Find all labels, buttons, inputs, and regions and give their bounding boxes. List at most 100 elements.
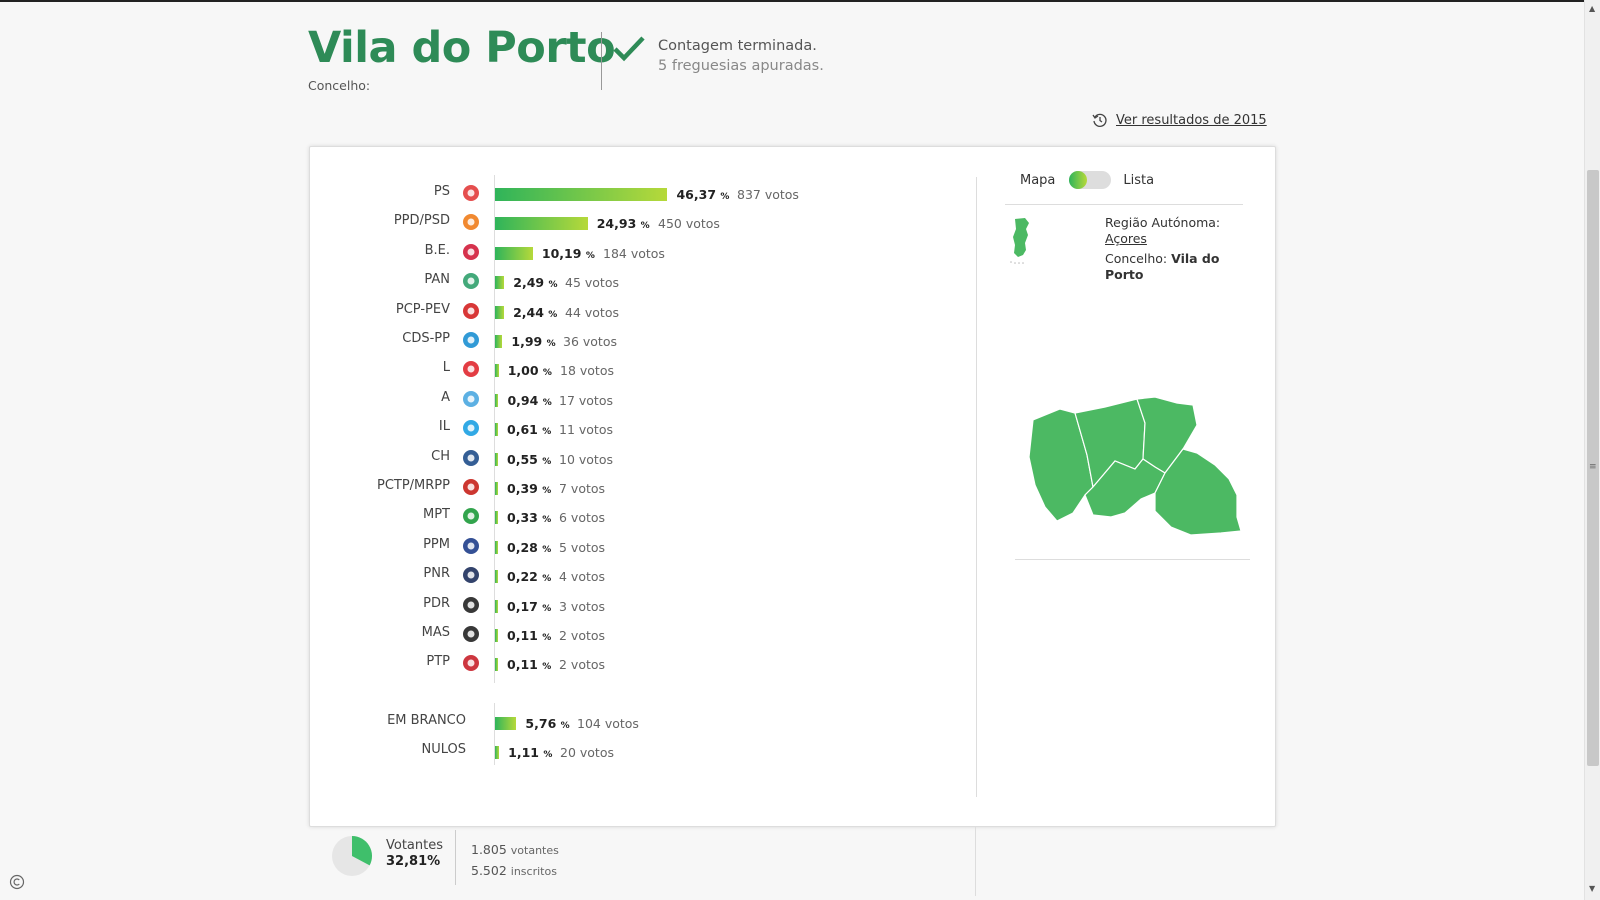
ppm-logo <box>463 537 479 554</box>
toggle-knob[interactable] <box>1069 171 1088 189</box>
scrollbar-thumb[interactable] <box>1587 170 1599 766</box>
vote-bar <box>495 305 505 319</box>
map-divider <box>1015 559 1250 560</box>
vote-bar <box>495 276 505 290</box>
history-results-link[interactable]: Ver resultados de 2015 <box>1092 112 1267 128</box>
top-border <box>0 0 1600 2</box>
party-name: PDR <box>423 595 450 611</box>
vote-bar <box>495 335 503 348</box>
vote-count: 7 votos <box>559 481 606 496</box>
party-name: CH <box>431 448 450 464</box>
party-name: NULOS <box>421 742 466 758</box>
page-scrollbar[interactable]: ▲ ≡ ▼ <box>1584 0 1600 900</box>
vote-count: 45 votos <box>565 275 619 291</box>
turnout-label: Votantes <box>386 838 444 853</box>
region-info: Região Autónoma: Açores Concelho: Vila d… <box>1105 215 1245 283</box>
party-name: IL <box>438 419 450 435</box>
vote-count: 20 votos <box>560 745 614 761</box>
vote-bar <box>495 746 500 760</box>
il-logo <box>463 420 479 437</box>
region-link[interactable]: Açores <box>1105 231 1147 246</box>
vote-bar <box>495 540 498 554</box>
ps-logo <box>463 185 479 201</box>
vote-percentage: 0,28 % <box>507 539 552 555</box>
result-row: PS 46,37 % 837 votos <box>310 181 1010 205</box>
party-name: CDS-PP <box>402 331 450 346</box>
results-card: PS 46,37 % 837 votos PPD/PSD 24,93 % 450 voto… <box>309 146 1276 827</box>
vote-percentage: 0,61 % <box>507 422 552 438</box>
scroll-up-arrow-icon[interactable]: ▲ <box>1589 4 1596 13</box>
result-row: B.E. 10,19 % 184 votos <box>310 240 1010 264</box>
pdr-logo <box>463 596 479 613</box>
vote-bar <box>495 629 498 642</box>
vote-percentage: 0,22 % <box>507 569 552 585</box>
page-header: Vila do Porto Concelho: <box>308 20 616 93</box>
result-row: PNR 0,22 % 4 votos <box>310 563 1010 587</box>
party-name: PTP <box>426 654 450 670</box>
status-line-2: 5 freguesias apuradas. <box>658 58 824 74</box>
view-toggle: Mapa Lista <box>1020 171 1154 189</box>
vote-count: 17 votos <box>559 392 613 408</box>
history-link-label[interactable]: Ver resultados de 2015 <box>1116 112 1267 128</box>
result-row: A 0,94 % 17 votos <box>310 387 1010 411</box>
turnout-value: 32,81% <box>386 854 441 869</box>
psd-logo <box>463 214 479 231</box>
footer-panel-divider <box>975 826 976 896</box>
result-row: MAS 0,11 % 2 votos <box>310 622 1010 646</box>
pan-logo <box>463 273 479 290</box>
vote-percentage: 1,11 % <box>508 745 553 761</box>
vote-bar <box>495 599 498 613</box>
scroll-down-arrow-icon[interactable]: ▼ <box>1589 884 1596 893</box>
toggle-label-map[interactable]: Mapa <box>1020 172 1056 188</box>
vote-bar <box>495 188 668 201</box>
vote-percentage: 0,11 % <box>507 657 552 673</box>
cds-logo <box>463 332 479 348</box>
toggle-label-list[interactable]: Lista <box>1123 172 1155 188</box>
voter-counts: 1.805 votantes 5.502 inscritos <box>471 840 559 882</box>
municipality-map[interactable] <box>1015 395 1255 545</box>
party-name: L <box>442 360 450 376</box>
voters-line: 1.805 votantes <box>471 840 559 861</box>
party-name: MPT <box>423 507 450 523</box>
result-row: IL 0,61 % 11 votos <box>310 416 1010 440</box>
vote-percentage: 5,76 % <box>525 716 570 731</box>
map-header-divider <box>1005 204 1243 205</box>
portugal-mini-map-icon[interactable] <box>1007 217 1035 265</box>
vote-count: 450 votos <box>658 216 720 232</box>
vote-count: 2 votos <box>559 657 606 673</box>
vote-percentage: 0,94 % <box>507 392 552 408</box>
party-name: MAS <box>421 625 450 640</box>
party-name: PS <box>433 184 450 199</box>
livre-logo <box>463 361 479 378</box>
be-logo <box>463 243 479 260</box>
view-toggle-switch[interactable] <box>1069 171 1112 189</box>
vote-count: 104 votos <box>577 716 639 731</box>
vote-percentage: 2,49 % <box>513 275 558 291</box>
vote-count: 3 votos <box>559 598 606 614</box>
vote-percentage: 1,99 % <box>511 334 556 349</box>
footer-divider <box>455 830 456 885</box>
vote-bar <box>495 393 499 407</box>
vote-percentage: 24,93 % <box>596 216 650 232</box>
page-title: Vila do Porto <box>308 23 616 73</box>
municipality-label: Concelho: <box>1105 251 1168 266</box>
result-row: PPD/PSD 24,93 % 450 votos <box>310 210 1010 234</box>
vote-bar <box>495 423 498 437</box>
bar-axis-others <box>494 703 495 765</box>
result-row: PAN 2,49 % 45 votos <box>310 269 1010 293</box>
history-icon <box>1092 113 1107 127</box>
turnout-slice <box>352 836 373 866</box>
result-row: PPM 0,28 % 5 votos <box>310 534 1010 558</box>
page-subtitle: Concelho: <box>308 78 371 93</box>
vote-bar <box>495 217 588 231</box>
party-name: PCP-PEV <box>395 301 450 317</box>
alianca-logo <box>463 390 479 407</box>
registered-label: inscritos <box>510 865 557 878</box>
panel-divider <box>976 177 977 797</box>
copyright-icon <box>9 874 25 890</box>
region-label: Região Autónoma: <box>1105 215 1221 230</box>
pctp-logo <box>463 479 479 495</box>
vote-percentage: 10,19 % <box>541 245 595 261</box>
vote-bar <box>495 482 498 495</box>
vote-count: 6 votos <box>559 510 606 526</box>
